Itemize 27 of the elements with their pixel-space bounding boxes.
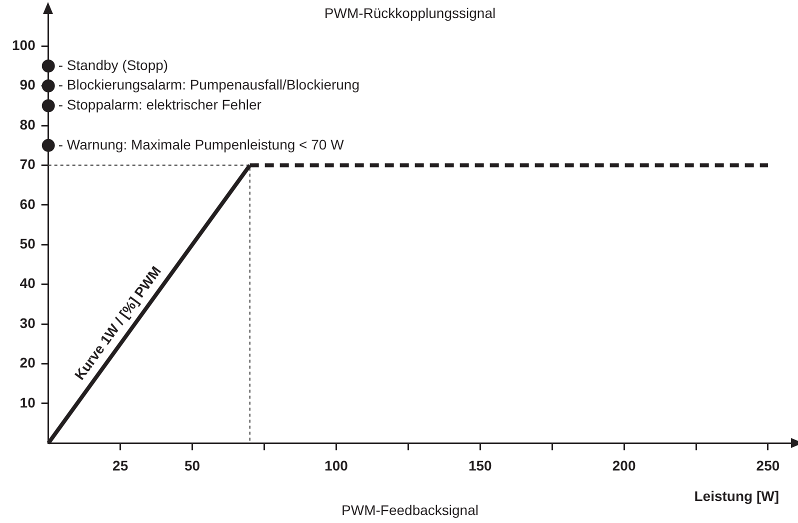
point: [42, 99, 55, 112]
text: PWM-Feedbacksignal: [342, 502, 478, 518]
annotation: - Stoppalarm: elektrischer Fehler: [58, 96, 262, 113]
x-tick-label: 250: [756, 457, 780, 474]
annotation: - Warnung: Maximale Pumpenleistung < 70 W: [58, 136, 345, 152]
point: [42, 79, 55, 92]
y-tick-label: 20: [20, 354, 36, 371]
point: [42, 60, 55, 73]
y-tick-label: 30: [20, 314, 36, 331]
point: [42, 138, 55, 152]
annotation: - Standby (Stopp): [58, 56, 168, 73]
x-tick-label: 25: [112, 457, 128, 474]
x-tick-label: 150: [468, 457, 492, 474]
x-axis-title: Leistung [W]: [694, 488, 779, 504]
x-tick-label: 200: [612, 457, 636, 474]
y-tick-label: 90: [20, 76, 36, 93]
y-tick-label: 60: [20, 196, 36, 212]
x-tick-label: 50: [184, 457, 200, 474]
x-tick-label: 100: [324, 457, 348, 474]
y-tick-label: 70: [20, 156, 36, 172]
y-tick-label: 40: [20, 275, 36, 292]
chart-title: PWM-Rückkopplungssignal: [324, 4, 496, 21]
annotation: - Blockierungsalarm: Pumpenausfall/Blockierung: [58, 76, 360, 93]
y-tick-label: 10: [20, 394, 36, 410]
y-tick-label: 100: [12, 37, 36, 54]
y-tick-label: 80: [20, 116, 36, 132]
y-tick-label: 50: [20, 236, 36, 252]
